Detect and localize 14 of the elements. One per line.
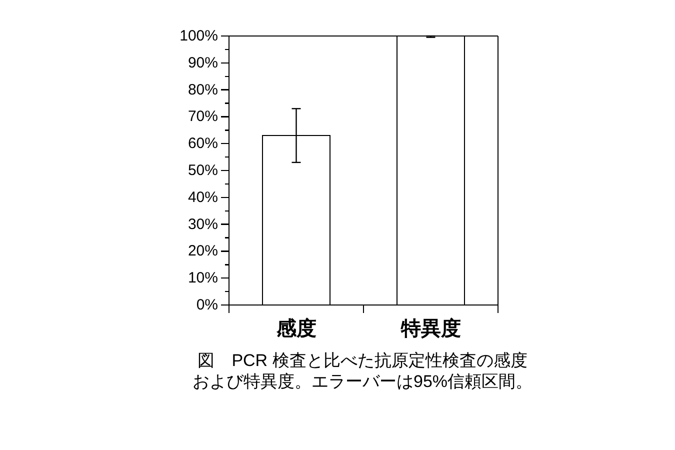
caption: 図 PCR 検査と比べた抗原定性検査の感度 および特異度。エラーバーは95%信頼区間。 (192, 351, 533, 391)
y-tick-label: 0% (196, 296, 218, 314)
x-tick-label: 特異度 (400, 317, 461, 340)
x-tick-label: 感度 (275, 317, 316, 340)
y-tick-label: 60% (188, 135, 218, 152)
y-tick-label: 10% (188, 270, 218, 287)
y-tick-label: 30% (188, 216, 218, 233)
y-tick-label: 100% (180, 28, 218, 44)
y-tick-label: 70% (188, 108, 218, 126)
y-tick-label: 20% (188, 242, 218, 260)
y-tick-label: 40% (188, 188, 218, 206)
y-tick-label: 50% (188, 162, 218, 179)
y-tick-label: 80% (188, 81, 218, 98)
y-tick-label: 90% (188, 54, 218, 72)
